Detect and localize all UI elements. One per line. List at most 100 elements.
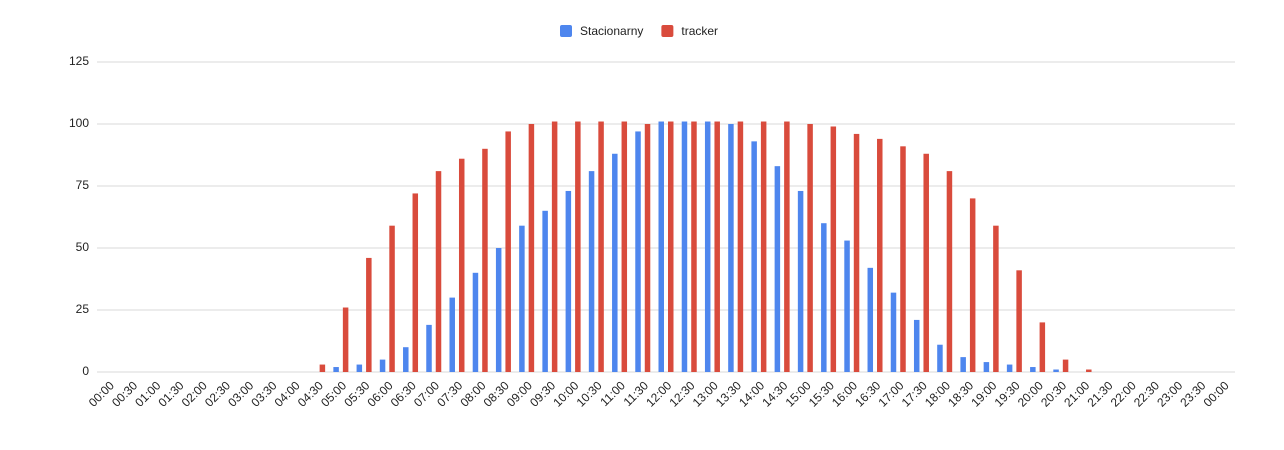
x-tick-label: 11:00 <box>597 378 628 409</box>
x-tick-label: 23:00 <box>1154 378 1185 409</box>
bar <box>969 198 976 372</box>
x-tick-label: 22:30 <box>1131 378 1162 409</box>
x-tick-label: 13:30 <box>713 378 744 409</box>
bar <box>435 171 442 372</box>
bar <box>389 225 395 372</box>
bar <box>565 190 572 372</box>
bar <box>356 364 363 372</box>
x-tick-label: 18:00 <box>922 378 953 409</box>
bar <box>844 240 850 372</box>
bar <box>867 267 874 372</box>
x-tick-label: 08:30 <box>481 378 512 409</box>
bar <box>714 121 720 373</box>
bar <box>784 121 790 373</box>
x-tick-label: 01:30 <box>156 378 187 409</box>
x-tick-label: 07:00 <box>411 378 442 409</box>
bar <box>728 124 734 372</box>
bar <box>366 257 372 372</box>
bar <box>774 166 781 372</box>
x-tick-label: 00:30 <box>109 378 140 409</box>
legend-label: tracker <box>681 24 718 38</box>
bar <box>946 171 953 372</box>
y-tick-label: 125 <box>69 54 89 68</box>
bar <box>575 121 581 373</box>
bar <box>542 210 548 372</box>
x-tick-label: 04:00 <box>272 378 303 409</box>
x-tick-label: 06:30 <box>388 378 419 409</box>
x-tick-label: 09:00 <box>504 378 535 409</box>
x-tick-label: 10:30 <box>574 378 605 409</box>
bar <box>797 190 804 372</box>
x-tick-label: 12:30 <box>666 378 697 409</box>
x-tick-label: 15:00 <box>783 378 814 409</box>
bar <box>528 124 535 372</box>
bar <box>853 133 860 372</box>
legend-swatch <box>661 25 674 37</box>
x-tick-label: 02:30 <box>202 378 233 409</box>
x-tick-label: 15:30 <box>806 378 837 409</box>
bar <box>319 364 326 372</box>
bar <box>612 153 618 372</box>
x-tick-label: 16:00 <box>829 378 860 409</box>
x-tick-label: 00:00 <box>1201 378 1232 409</box>
x-tick-label: 05:00 <box>318 378 349 409</box>
bar <box>807 124 813 372</box>
bar <box>681 121 688 373</box>
bar <box>519 225 525 372</box>
x-tick-label: 10:00 <box>550 378 581 409</box>
x-tick-label: 20:00 <box>1015 378 1046 409</box>
y-tick-label: 100 <box>69 116 89 130</box>
bar <box>342 307 349 372</box>
bar <box>551 121 558 373</box>
bar <box>900 146 906 372</box>
bar <box>598 121 604 373</box>
x-tick-label: 00:00 <box>86 378 117 409</box>
x-tick-label: 19:00 <box>968 378 999 409</box>
x-tick-label: 23:30 <box>1177 378 1208 409</box>
bar <box>658 121 664 373</box>
bar <box>751 141 757 372</box>
x-tick-label: 01:00 <box>132 378 163 409</box>
y-tick-label: 75 <box>76 178 90 192</box>
x-tick-label: 22:00 <box>1108 378 1139 409</box>
bar <box>993 225 999 372</box>
bar <box>821 223 827 372</box>
y-tick-label: 50 <box>76 240 90 254</box>
bar <box>426 324 432 372</box>
bar <box>379 359 386 372</box>
bar <box>482 148 488 372</box>
bar <box>621 121 628 373</box>
x-tick-label: 04:30 <box>295 378 326 409</box>
x-tick-label: 12:00 <box>643 378 674 409</box>
bar <box>505 131 511 372</box>
bar <box>644 124 651 372</box>
legend-swatch <box>560 25 572 37</box>
x-tick-label: 14:30 <box>759 378 790 409</box>
x-tick-label: 19:30 <box>992 378 1023 409</box>
x-tick-label: 21:00 <box>1061 378 1092 409</box>
x-tick-label: 20:30 <box>1038 378 1069 409</box>
bar <box>472 272 479 372</box>
bar <box>960 357 966 372</box>
y-tick-label: 0 <box>82 364 89 378</box>
x-tick-label: 17:30 <box>899 378 930 409</box>
bar <box>1016 270 1022 372</box>
x-tick-label: 16:30 <box>852 378 883 409</box>
bar <box>890 292 897 372</box>
bar <box>923 153 929 372</box>
x-tick-label: 07:30 <box>434 378 465 409</box>
bar <box>1030 367 1036 372</box>
legend-label: Stacionarny <box>580 24 643 38</box>
bar <box>983 362 990 372</box>
x-tick-label: 17:00 <box>875 378 906 409</box>
x-tick-label: 06:00 <box>365 378 396 409</box>
bar <box>449 297 455 372</box>
bar <box>412 193 419 372</box>
bar <box>333 367 339 372</box>
bar <box>1062 359 1069 372</box>
bar <box>830 126 837 372</box>
x-tick-label: 03:00 <box>225 378 256 409</box>
bar <box>635 131 641 372</box>
bar <box>588 171 595 372</box>
